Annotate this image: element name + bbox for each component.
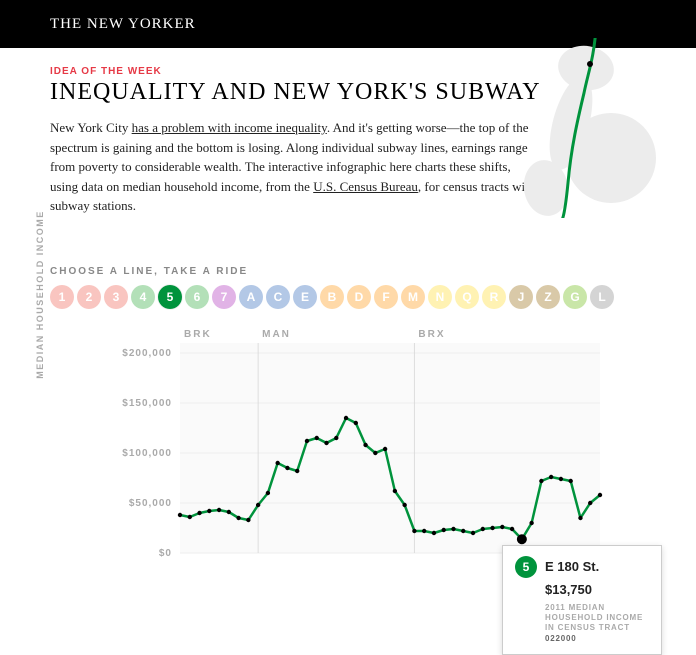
line-button-A[interactable]: A [239,285,263,309]
line-button-5[interactable]: 5 [158,285,182,309]
link-inequality[interactable]: has a problem with income inequality [132,120,327,135]
nyc-map [516,38,676,218]
body-text: New York City has a problem with income … [50,118,540,216]
svg-text:BRK: BRK [184,329,212,340]
tooltip-meta: 2011 MEDIAN HOUSEHOLD INCOME IN CENSUS T… [545,603,649,645]
line-button-G[interactable]: G [563,285,587,309]
line-button-Z[interactable]: Z [536,285,560,309]
tooltip-line-badge: 5 [515,556,537,578]
svg-text:$50,000: $50,000 [129,498,172,509]
svg-text:$200,000: $200,000 [122,348,172,359]
line-button-L[interactable]: L [590,285,614,309]
line-button-J[interactable]: J [509,285,533,309]
link-census[interactable]: U.S. Census Bureau [313,179,418,194]
line-button-3[interactable]: 3 [104,285,128,309]
line-button-Q[interactable]: Q [455,285,479,309]
line-button-6[interactable]: 6 [185,285,209,309]
body-pre: New York City [50,120,132,135]
chart-area: MEDIAN HOUSEHOLD INCOME $0$50,000$100,00… [50,323,646,593]
line-button-M[interactable]: M [401,285,425,309]
line-button-R[interactable]: R [482,285,506,309]
tooltip-tract: 022000 [545,634,577,643]
svg-text:$0: $0 [159,548,172,559]
line-button-C[interactable]: C [266,285,290,309]
line-button-7[interactable]: 7 [212,285,236,309]
line-selector-row: 1234567ACEBDFMNQRJZGL [50,285,646,309]
svg-text:BRX: BRX [418,329,445,340]
y-axis-label: MEDIAN HOUSEHOLD INCOME [35,210,45,379]
line-button-D[interactable]: D [347,285,371,309]
income-chart[interactable]: $0 $50,000 $100,000 $150,000 $200,000 BRK MAN B… [110,323,610,563]
line-button-E[interactable]: E [293,285,317,309]
station-tooltip: 5 E 180 St. $13,750 2011 MEDIAN HOUSEHOL… [502,545,662,655]
choose-label: CHOOSE A LINE, TAKE A RIDE [50,266,646,277]
line-button-B[interactable]: B [320,285,344,309]
svg-text:$100,000: $100,000 [122,448,172,459]
site-logo: THE NEW YORKER [50,16,196,33]
svg-text:$150,000: $150,000 [122,398,172,409]
tooltip-value: $13,750 [545,582,649,597]
tooltip-meta-label: 2011 MEDIAN HOUSEHOLD INCOME IN CENSUS T… [545,603,643,633]
line-button-1[interactable]: 1 [50,285,74,309]
svg-text:MAN: MAN [262,329,291,340]
article-content: IDEA OF THE WEEK INEQUALITY AND NEW YORK… [0,48,696,593]
tooltip-station: E 180 St. [545,559,599,574]
line-button-4[interactable]: 4 [131,285,155,309]
line-button-F[interactable]: F [374,285,398,309]
line-button-2[interactable]: 2 [77,285,101,309]
line-button-N[interactable]: N [428,285,452,309]
